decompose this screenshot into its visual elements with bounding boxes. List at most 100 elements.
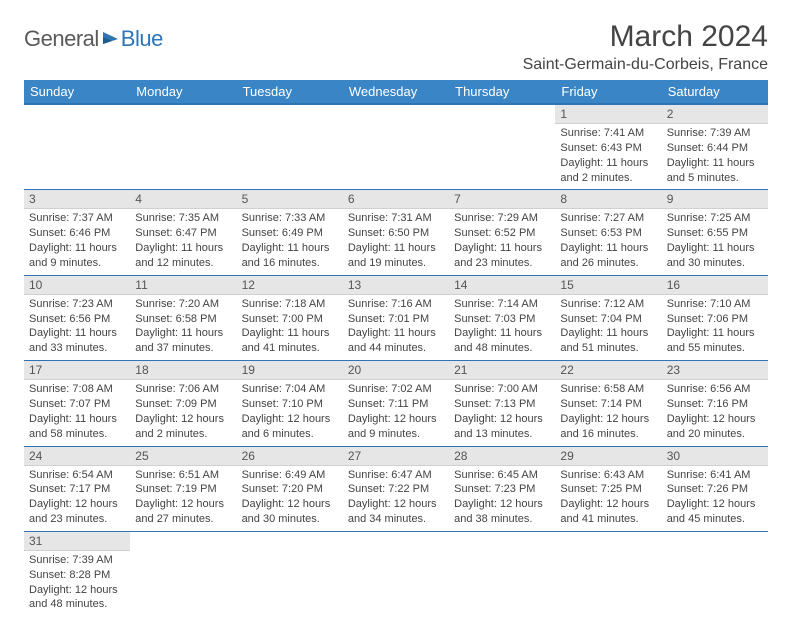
day-number: 16 bbox=[662, 276, 768, 295]
calendar-day-cell: 20Sunrise: 7:02 AMSunset: 7:11 PMDayligh… bbox=[343, 361, 449, 446]
calendar-day-cell bbox=[130, 104, 236, 190]
day-body: Sunrise: 6:47 AMSunset: 7:22 PMDaylight:… bbox=[343, 466, 449, 531]
weekday-header: Thursday bbox=[449, 80, 555, 104]
daylight-line: Daylight: 12 hours and 9 minutes. bbox=[348, 412, 444, 442]
sunset-line: Sunset: 6:43 PM bbox=[560, 141, 656, 156]
calendar-page: General Blue March 2024 Saint-Germain-du… bbox=[0, 0, 792, 636]
brand-part1: General bbox=[24, 26, 99, 52]
day-body: Sunrise: 7:31 AMSunset: 6:50 PMDaylight:… bbox=[343, 209, 449, 274]
calendar-day-cell bbox=[343, 104, 449, 190]
day-number: 6 bbox=[343, 190, 449, 209]
weekday-header: Sunday bbox=[24, 80, 130, 104]
sunset-line: Sunset: 6:46 PM bbox=[29, 226, 125, 241]
sunset-line: Sunset: 7:17 PM bbox=[29, 482, 125, 497]
sunrise-line: Sunrise: 7:16 AM bbox=[348, 297, 444, 312]
sunrise-line: Sunrise: 7:25 AM bbox=[667, 211, 763, 226]
day-body: Sunrise: 6:41 AMSunset: 7:26 PMDaylight:… bbox=[662, 466, 768, 531]
day-number: 18 bbox=[130, 361, 236, 380]
calendar-day-cell: 25Sunrise: 6:51 AMSunset: 7:19 PMDayligh… bbox=[130, 446, 236, 531]
daylight-line: Daylight: 12 hours and 23 minutes. bbox=[29, 497, 125, 527]
daylight-line: Daylight: 11 hours and 51 minutes. bbox=[560, 326, 656, 356]
calendar-day-cell: 30Sunrise: 6:41 AMSunset: 7:26 PMDayligh… bbox=[662, 446, 768, 531]
calendar-day-cell: 2Sunrise: 7:39 AMSunset: 6:44 PMDaylight… bbox=[662, 104, 768, 190]
day-body: Sunrise: 7:39 AMSunset: 8:28 PMDaylight:… bbox=[24, 551, 130, 616]
daylight-line: Daylight: 11 hours and 12 minutes. bbox=[135, 241, 231, 271]
day-number: 21 bbox=[449, 361, 555, 380]
calendar-day-cell bbox=[449, 104, 555, 190]
sunset-line: Sunset: 7:19 PM bbox=[135, 482, 231, 497]
daylight-line: Daylight: 11 hours and 23 minutes. bbox=[454, 241, 550, 271]
day-number: 17 bbox=[24, 361, 130, 380]
sunset-line: Sunset: 7:01 PM bbox=[348, 312, 444, 327]
calendar-day-cell bbox=[662, 531, 768, 616]
location-label: Saint-Germain-du-Corbeis, France bbox=[523, 56, 768, 74]
day-number: 28 bbox=[449, 447, 555, 466]
sunrise-line: Sunrise: 6:54 AM bbox=[29, 468, 125, 483]
sunset-line: Sunset: 8:28 PM bbox=[29, 568, 125, 583]
day-number: 7 bbox=[449, 190, 555, 209]
day-body: Sunrise: 7:33 AMSunset: 6:49 PMDaylight:… bbox=[237, 209, 343, 274]
sunrise-line: Sunrise: 6:43 AM bbox=[560, 468, 656, 483]
daylight-line: Daylight: 12 hours and 6 minutes. bbox=[242, 412, 338, 442]
day-body: Sunrise: 7:14 AMSunset: 7:03 PMDaylight:… bbox=[449, 295, 555, 360]
day-body: Sunrise: 6:45 AMSunset: 7:23 PMDaylight:… bbox=[449, 466, 555, 531]
calendar-day-cell bbox=[237, 104, 343, 190]
day-body: Sunrise: 7:39 AMSunset: 6:44 PMDaylight:… bbox=[662, 124, 768, 189]
calendar-day-cell: 9Sunrise: 7:25 AMSunset: 6:55 PMDaylight… bbox=[662, 190, 768, 275]
sunset-line: Sunset: 7:25 PM bbox=[560, 482, 656, 497]
day-body: Sunrise: 7:35 AMSunset: 6:47 PMDaylight:… bbox=[130, 209, 236, 274]
calendar-day-cell: 31Sunrise: 7:39 AMSunset: 8:28 PMDayligh… bbox=[24, 531, 130, 616]
daylight-line: Daylight: 12 hours and 2 minutes. bbox=[135, 412, 231, 442]
day-body: Sunrise: 6:51 AMSunset: 7:19 PMDaylight:… bbox=[130, 466, 236, 531]
day-number: 14 bbox=[449, 276, 555, 295]
sunrise-line: Sunrise: 7:23 AM bbox=[29, 297, 125, 312]
day-number: 8 bbox=[555, 190, 661, 209]
day-body: Sunrise: 6:43 AMSunset: 7:25 PMDaylight:… bbox=[555, 466, 661, 531]
calendar-day-cell bbox=[449, 531, 555, 616]
sunset-line: Sunset: 7:26 PM bbox=[667, 482, 763, 497]
calendar-day-cell bbox=[24, 104, 130, 190]
sunrise-line: Sunrise: 6:58 AM bbox=[560, 382, 656, 397]
sunset-line: Sunset: 7:00 PM bbox=[242, 312, 338, 327]
day-number: 24 bbox=[24, 447, 130, 466]
day-body: Sunrise: 7:16 AMSunset: 7:01 PMDaylight:… bbox=[343, 295, 449, 360]
sunrise-line: Sunrise: 7:41 AM bbox=[560, 126, 656, 141]
sunrise-line: Sunrise: 7:39 AM bbox=[29, 553, 125, 568]
day-number: 29 bbox=[555, 447, 661, 466]
sunrise-line: Sunrise: 7:20 AM bbox=[135, 297, 231, 312]
day-body: Sunrise: 7:27 AMSunset: 6:53 PMDaylight:… bbox=[555, 209, 661, 274]
sunset-line: Sunset: 7:03 PM bbox=[454, 312, 550, 327]
sunrise-line: Sunrise: 7:14 AM bbox=[454, 297, 550, 312]
sunrise-line: Sunrise: 7:33 AM bbox=[242, 211, 338, 226]
daylight-line: Daylight: 11 hours and 30 minutes. bbox=[667, 241, 763, 271]
brand-logo: General Blue bbox=[24, 20, 163, 52]
day-number: 4 bbox=[130, 190, 236, 209]
weekday-header-row: SundayMondayTuesdayWednesdayThursdayFrid… bbox=[24, 80, 768, 104]
sunset-line: Sunset: 6:49 PM bbox=[242, 226, 338, 241]
sunset-line: Sunset: 6:56 PM bbox=[29, 312, 125, 327]
calendar-day-cell: 7Sunrise: 7:29 AMSunset: 6:52 PMDaylight… bbox=[449, 190, 555, 275]
weekday-header: Wednesday bbox=[343, 80, 449, 104]
daylight-line: Daylight: 12 hours and 34 minutes. bbox=[348, 497, 444, 527]
sunrise-line: Sunrise: 7:37 AM bbox=[29, 211, 125, 226]
day-number: 31 bbox=[24, 532, 130, 551]
sunrise-line: Sunrise: 6:47 AM bbox=[348, 468, 444, 483]
calendar-body: 1 Sunrise: 7:41 AMSunset: 6:43 PM Daylight… bbox=[24, 104, 768, 616]
sunset-line: Sunset: 7:11 PM bbox=[348, 397, 444, 412]
title-block: March 2024 Saint-Germain-du-Corbeis, Fra… bbox=[523, 20, 768, 74]
day-body: Sunrise: 7:37 AMSunset: 6:46 PMDaylight:… bbox=[24, 209, 130, 274]
day-number: 1 bbox=[555, 105, 661, 124]
calendar-day-cell: 10Sunrise: 7:23 AMSunset: 6:56 PMDayligh… bbox=[24, 275, 130, 360]
calendar-day-cell bbox=[555, 531, 661, 616]
day-body: Sunrise: 7:20 AMSunset: 6:58 PMDaylight:… bbox=[130, 295, 236, 360]
calendar-day-cell: 26Sunrise: 6:49 AMSunset: 7:20 PMDayligh… bbox=[237, 446, 343, 531]
daylight-line: Daylight: 11 hours and 33 minutes. bbox=[29, 326, 125, 356]
day-number: 5 bbox=[237, 190, 343, 209]
day-number: 11 bbox=[130, 276, 236, 295]
sunset-line: Sunset: 6:44 PM bbox=[667, 141, 763, 156]
sunset-line: Sunset: 6:58 PM bbox=[135, 312, 231, 327]
sunset-line: Sunset: 6:55 PM bbox=[667, 226, 763, 241]
calendar-day-cell bbox=[130, 531, 236, 616]
calendar-day-cell: 8Sunrise: 7:27 AMSunset: 6:53 PMDaylight… bbox=[555, 190, 661, 275]
sunset-line: Sunset: 7:22 PM bbox=[348, 482, 444, 497]
